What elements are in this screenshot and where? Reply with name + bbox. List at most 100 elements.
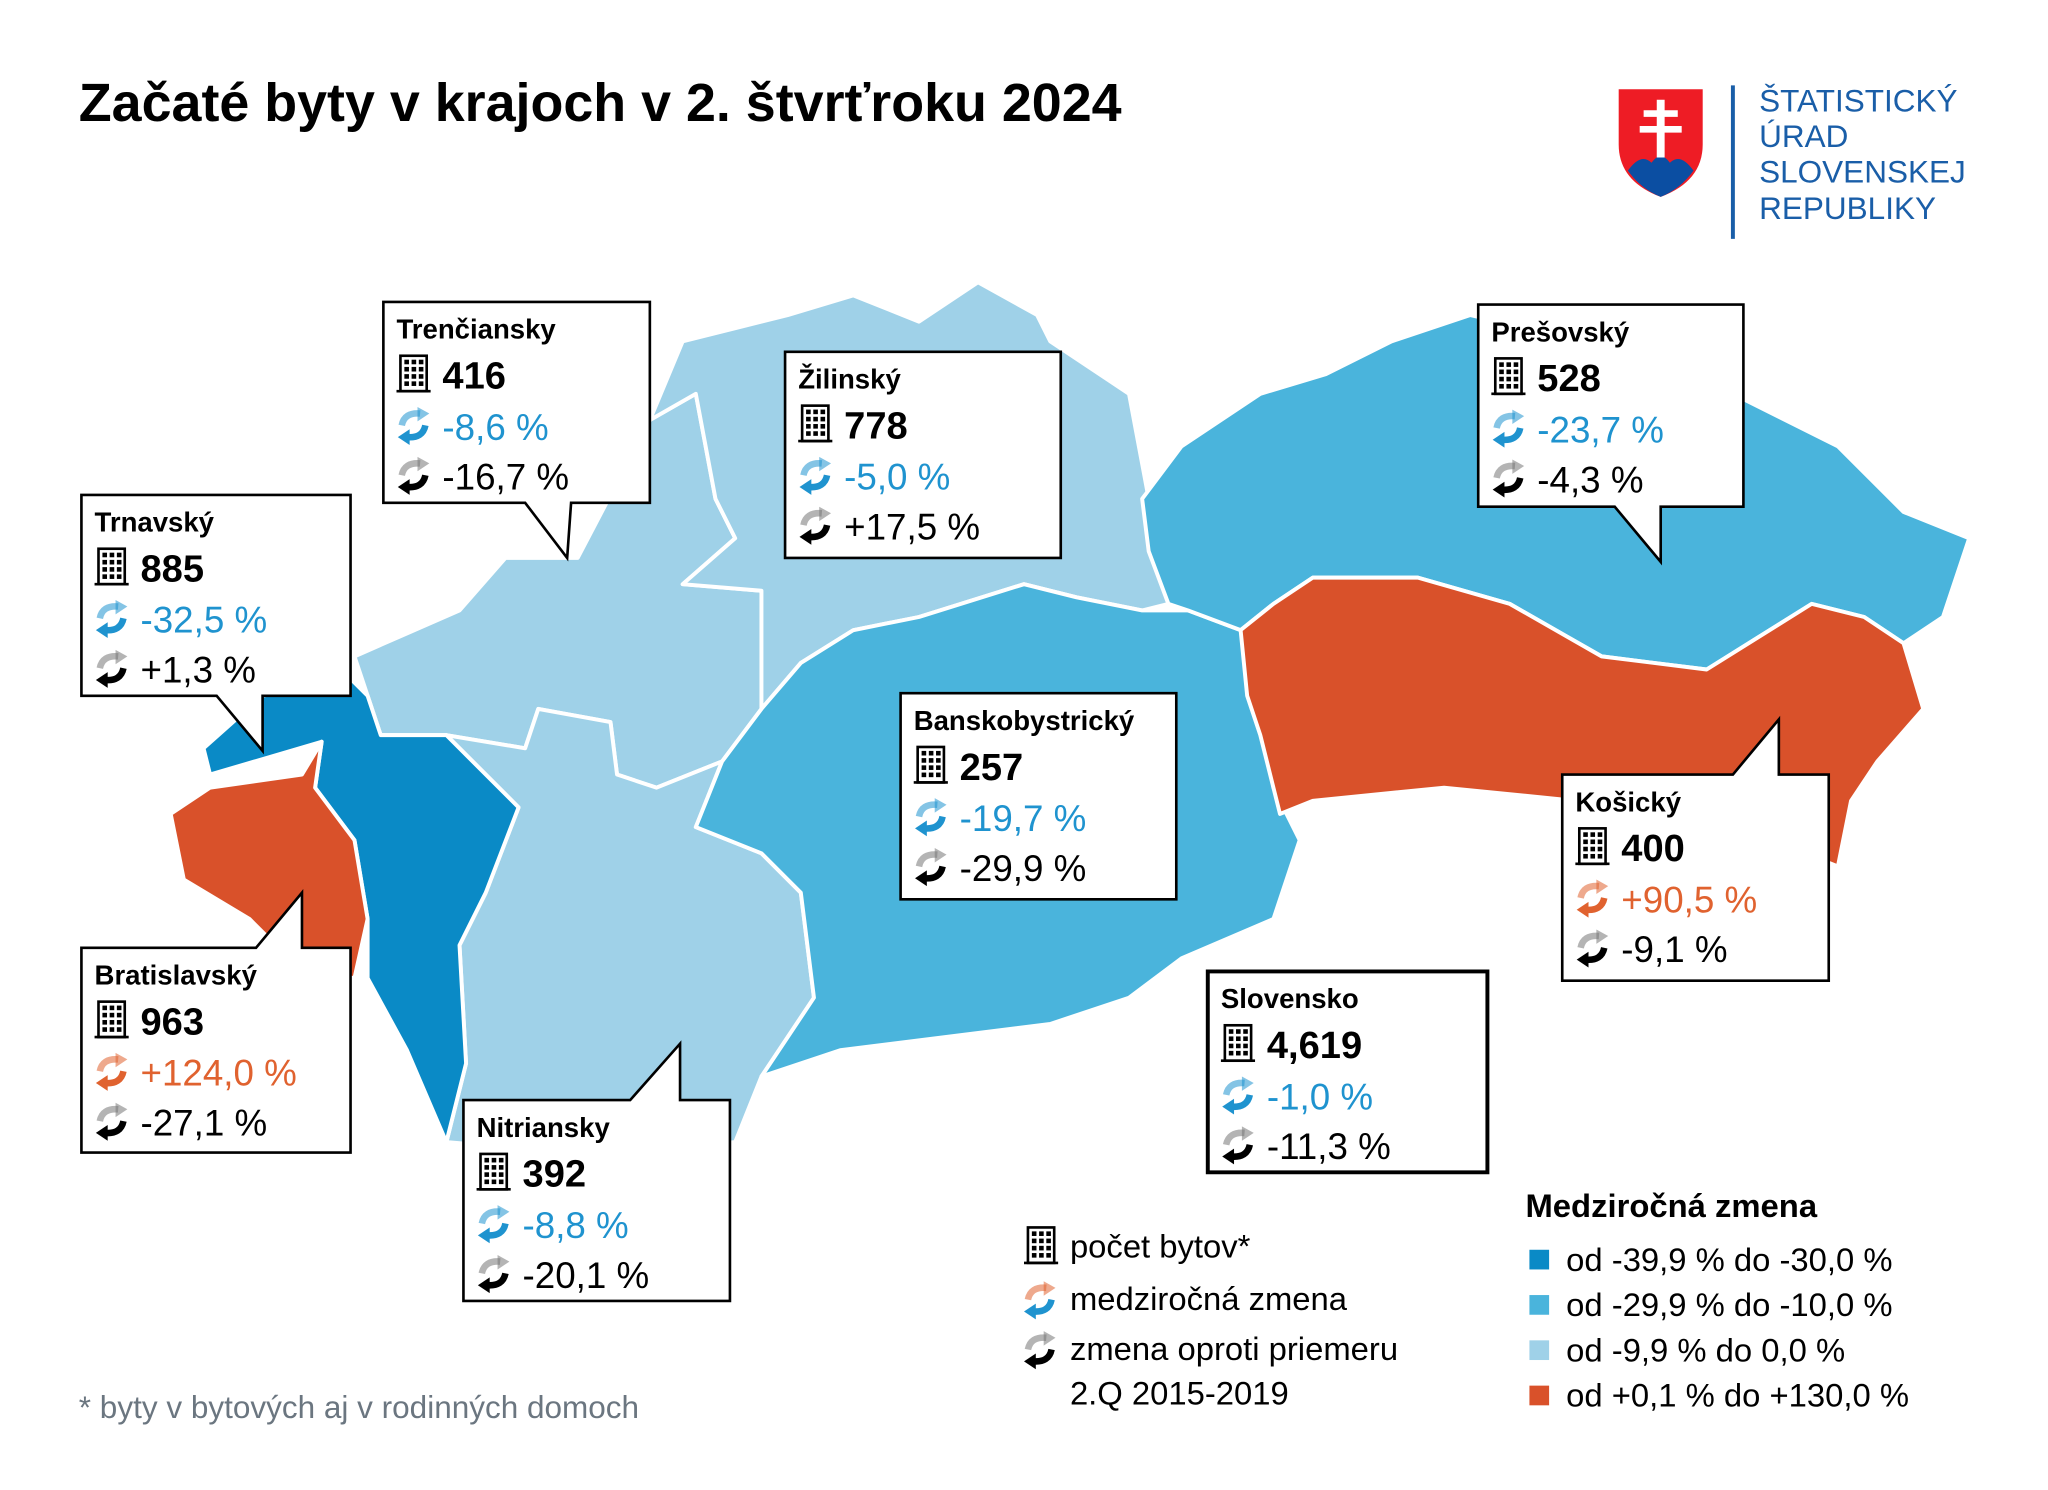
change-icon: [1576, 929, 1609, 968]
icon-part: [1506, 376, 1512, 382]
building-icon: [396, 354, 431, 393]
icon-part: [109, 1020, 115, 1025]
yoy-change: -8,6 %: [442, 407, 548, 448]
icon-part: [1583, 853, 1588, 859]
callout-box: [899, 691, 1178, 901]
icon-part: [95, 622, 108, 639]
icon-part: [934, 848, 947, 863]
flat-count: 963: [141, 1001, 205, 1043]
avg-change: -16,7 %: [442, 457, 569, 498]
icon-part: [116, 1012, 122, 1018]
icon-part: [109, 574, 115, 579]
flat-count: 257: [960, 747, 1024, 789]
icon-part: [491, 1157, 497, 1163]
callout: Žilinský 778 -5,0 % +17,5 %: [783, 350, 1063, 560]
callout-box: [1560, 715, 1831, 982]
flat-count: 885: [141, 549, 205, 591]
icon-part: [109, 559, 115, 565]
icon-part: [820, 416, 826, 422]
icon-part: [497, 1255, 510, 1270]
icon-part: [1024, 1303, 1036, 1320]
icon-part: [1583, 832, 1588, 837]
icon-part: [1222, 1098, 1235, 1115]
icon-part: [116, 559, 122, 565]
icon-part: [820, 431, 826, 436]
icon-part: [102, 1005, 108, 1011]
avg-change: -27,1 %: [141, 1103, 268, 1144]
change-icon: [397, 456, 430, 495]
icon-part: [411, 374, 417, 379]
icon-part: [484, 1157, 490, 1163]
icon-part: [936, 758, 941, 763]
icon-part: [1596, 929, 1609, 944]
icon-part: [1031, 1238, 1037, 1244]
icon-part: [1043, 1281, 1056, 1296]
region-name: Trenčiansky: [396, 314, 556, 345]
icon-part: [1024, 1353, 1036, 1370]
icon-part: [109, 1012, 115, 1018]
icon-part: [95, 672, 108, 688]
logo-text: ÚRAD: [1759, 118, 1848, 154]
icon-part: [1506, 362, 1512, 367]
avg-change: -4,3 %: [1537, 459, 1643, 500]
yoy-change: -8,8 %: [523, 1205, 629, 1246]
icon-part: [418, 374, 424, 379]
icon-part: [1031, 1253, 1037, 1258]
icon-part: [102, 1027, 108, 1032]
region-name: Slovensko: [1221, 983, 1359, 1014]
change-icon: [1222, 1126, 1254, 1165]
legend-label: od -9,9 % do 0,0 %: [1566, 1331, 1845, 1368]
callout-box: [80, 889, 352, 1154]
icon-part: [1243, 1036, 1248, 1042]
icon-part: [115, 1052, 128, 1068]
callout: Slovensko 4,619 -1,0 % -11,3 %: [1205, 969, 1490, 1175]
icon-part: [1576, 901, 1589, 918]
logo-text: ŠTATISTICKÝ: [1759, 83, 1957, 119]
callout: Nitriansky 392 -8,8 % -20,1 %: [462, 1040, 732, 1303]
change-icon: [1576, 879, 1609, 918]
icon-part: [484, 1165, 490, 1170]
icon-part: [411, 359, 417, 365]
change-icon: [95, 1052, 128, 1091]
icon-part: [418, 366, 424, 372]
logo-text: REPUBLIKY: [1759, 190, 1936, 226]
icon-part: [1024, 1334, 1047, 1351]
legend-title: Medziročná zmena: [1525, 1187, 1817, 1224]
region-name: Žilinský: [798, 364, 901, 395]
building-icon: [476, 1152, 511, 1191]
avg-change: -9,1 %: [1621, 929, 1727, 970]
avg-change: +1,3 %: [141, 650, 256, 691]
icon-part: [820, 424, 826, 429]
icon-part: [1228, 1043, 1234, 1049]
legend-swatch: [1529, 1295, 1550, 1315]
yoy-change: -1,0 %: [1267, 1076, 1373, 1117]
icon-part: [484, 1172, 490, 1177]
icon-part: [1228, 1036, 1234, 1042]
yoy-change: -5,0 %: [844, 457, 950, 498]
legend-swatch: [1529, 1340, 1550, 1361]
icon-part: [928, 765, 934, 770]
icon-part: [1512, 459, 1525, 474]
icon-part: [498, 1179, 504, 1185]
change-icon: [1222, 1076, 1254, 1115]
icon-part: [1513, 362, 1519, 367]
icon-part: [404, 366, 409, 372]
building-icon: [1575, 827, 1610, 866]
icon-part: [819, 456, 832, 472]
icon-part: [418, 381, 424, 386]
icon-part: [109, 1027, 115, 1032]
icon-part: [116, 1020, 122, 1025]
icon-part: [1597, 839, 1603, 845]
legend-label: od +0,1 % do +130,0 %: [1566, 1377, 1909, 1414]
change-icon: [1024, 1281, 1056, 1320]
icon-part: [1499, 383, 1504, 389]
icon-part: [1031, 1245, 1037, 1251]
icon-part: [813, 409, 818, 415]
building-icon: [798, 404, 833, 443]
region-name: Banskobystrický: [914, 705, 1135, 736]
legend-text: zmena oproti priemeru: [1070, 1330, 1398, 1367]
icon-part: [806, 416, 811, 422]
icon-part: [116, 574, 122, 579]
